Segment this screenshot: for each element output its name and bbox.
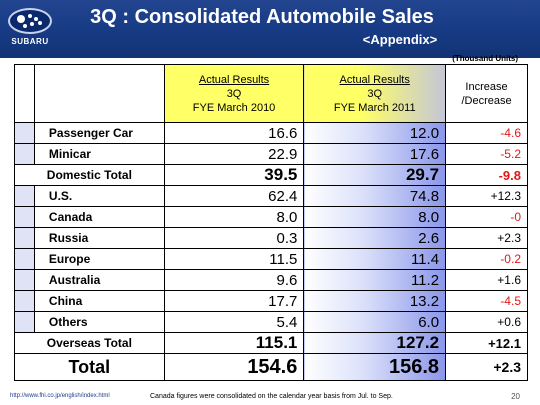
value-change: -4.5: [445, 290, 528, 312]
value-2010: 17.7: [163, 290, 305, 312]
header-2010-line1: Actual Results: [198, 73, 270, 86]
row-label: U.S.: [33, 185, 165, 207]
value-2011: 2.6: [303, 227, 447, 249]
row-indent: [14, 143, 35, 165]
table-row-overseas-total: Overseas Total 115.1 127.2 +12.1: [14, 332, 528, 354]
sales-table: Actual Results 3Q FYE March 2010 Actual …: [14, 64, 528, 381]
table-row: Europe 11.5 11.4 -0.2: [14, 248, 528, 270]
pleiades-emblem-icon: [8, 8, 52, 34]
row-label: Overseas Total: [14, 332, 165, 354]
header-banner: SUBARU 3Q : Consolidated Automobile Sale…: [0, 0, 540, 58]
value-change: +12.3: [445, 185, 528, 207]
value-2011: 29.7: [303, 164, 447, 186]
value-change: -9.8: [445, 164, 528, 186]
table-row: Russia 0.3 2.6 +2.3: [14, 227, 528, 249]
value-2010: 62.4: [163, 185, 305, 207]
value-2011: 17.6: [303, 143, 447, 165]
footer-url-link[interactable]: http://www.fhi.co.jp/english/index.html: [10, 393, 110, 399]
value-2010: 154.6: [163, 353, 305, 381]
table-row: Others 5.4 6.0 +0.6: [14, 311, 528, 333]
page-title: 3Q : Consolidated Automobile Sales: [90, 6, 434, 28]
header-blank-label: [33, 64, 165, 123]
table-row: U.S. 62.4 74.8 +12.3: [14, 185, 528, 207]
row-label: Others: [33, 311, 165, 333]
row-indent: [14, 248, 35, 270]
table-row-grand-total: Total 154.6 156.8 +2.3: [14, 353, 528, 381]
value-2011: 74.8: [303, 185, 447, 207]
header-2011-line2: 3Q: [367, 87, 383, 100]
header-fye-2011: Actual Results 3Q FYE March 2011: [303, 64, 447, 123]
value-2011: 11.4: [303, 248, 447, 270]
table-row: Australia 9.6 11.2 +1.6: [14, 269, 528, 291]
value-2010: 9.6: [163, 269, 305, 291]
row-indent: [14, 206, 35, 228]
row-label: Russia: [33, 227, 165, 249]
units-note: (Thousand Units): [452, 54, 518, 63]
value-change: +0.6: [445, 311, 528, 333]
value-change: +2.3: [445, 227, 528, 249]
page-subtitle: <Appendix>: [362, 32, 438, 47]
row-indent: [14, 227, 35, 249]
value-2011: 11.2: [303, 269, 447, 291]
header-2011-line3: FYE March 2011: [333, 101, 416, 114]
value-2011: 127.2: [303, 332, 447, 354]
value-change: +1.6: [445, 269, 528, 291]
value-change: -5.2: [445, 143, 528, 165]
value-2011: 12.0: [303, 122, 447, 144]
value-2010: 11.5: [163, 248, 305, 270]
value-2011: 13.2: [303, 290, 447, 312]
value-change: +12.1: [445, 332, 528, 354]
value-2010: 8.0: [163, 206, 305, 228]
row-indent: [14, 311, 35, 333]
value-2011: 156.8: [303, 353, 447, 381]
row-label: Europe: [33, 248, 165, 270]
value-change: +2.3: [445, 353, 528, 381]
footer-note: Canada figures were consolidated on the …: [150, 393, 393, 400]
value-2011: 6.0: [303, 311, 447, 333]
header-2011-line1: Actual Results: [339, 73, 410, 86]
row-label: Minicar: [33, 143, 165, 165]
logo-text: SUBARU: [11, 37, 49, 46]
table-row: Minicar 22.9 17.6 -5.2: [14, 143, 528, 165]
table-row: Canada 8.0 8.0 -0: [14, 206, 528, 228]
header-2010-line2: 3Q: [226, 87, 242, 100]
table-row: Passenger Car 16.6 12.0 -4.6: [14, 122, 528, 144]
row-label: Total: [14, 353, 165, 381]
row-label: Passenger Car: [33, 122, 165, 144]
header-change-line1: Increase: [465, 80, 508, 93]
subaru-logo: SUBARU: [4, 6, 56, 52]
header-fye-2010: Actual Results 3Q FYE March 2010: [163, 64, 305, 123]
row-indent: [14, 269, 35, 291]
table-row-domestic-total: Domestic Total 39.5 29.7 -9.8: [14, 164, 528, 186]
header-2010-line3: FYE March 2010: [192, 101, 276, 114]
value-2010: 5.4: [163, 311, 305, 333]
row-label: Australia: [33, 269, 165, 291]
header-change: Increase /Decrease: [445, 64, 528, 123]
row-indent: [14, 122, 35, 144]
row-indent: [14, 290, 35, 312]
value-change: -4.6: [445, 122, 528, 144]
row-label: Canada: [33, 206, 165, 228]
table-header-row: Actual Results 3Q FYE March 2010 Actual …: [14, 64, 528, 123]
value-2010: 39.5: [163, 164, 305, 186]
page-number: 20: [511, 392, 520, 401]
value-2010: 0.3: [163, 227, 305, 249]
header-blank-indent: [14, 64, 35, 123]
row-label: Domestic Total: [14, 164, 165, 186]
value-change: -0: [445, 206, 528, 228]
table-row: China 17.7 13.2 -4.5: [14, 290, 528, 312]
header-change-line2: /Decrease: [461, 94, 512, 107]
row-indent: [14, 185, 35, 207]
value-2010: 22.9: [163, 143, 305, 165]
row-label: China: [33, 290, 165, 312]
value-2011: 8.0: [303, 206, 447, 228]
value-2010: 16.6: [163, 122, 305, 144]
value-2010: 115.1: [163, 332, 305, 354]
value-change: -0.2: [445, 248, 528, 270]
